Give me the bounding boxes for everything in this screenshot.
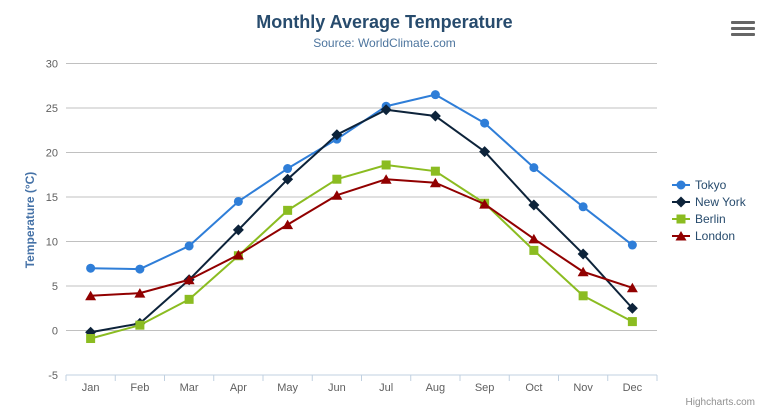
data-point-london[interactable]: [528, 233, 540, 244]
legend-symbol-diamond-icon: [672, 196, 690, 207]
data-point-new-york[interactable]: [380, 104, 392, 116]
data-point-berlin[interactable]: [184, 294, 194, 304]
legend-label: Berlin: [695, 211, 726, 226]
data-point-tokyo[interactable]: [430, 90, 440, 100]
data-point-tokyo[interactable]: [578, 202, 588, 212]
data-point-london[interactable]: [134, 288, 146, 298]
legend-item-tokyo[interactable]: Tokyo: [672, 176, 746, 193]
y-axis-tick-label: 20: [46, 148, 58, 160]
series-line-tokyo[interactable]: [89, 93, 634, 271]
legend-label: New York: [695, 194, 746, 209]
legend-marker-circle[interactable]: [676, 180, 686, 189]
data-point-london[interactable]: [429, 177, 441, 188]
data-point-berlin[interactable]: [578, 291, 588, 301]
data-point-tokyo[interactable]: [86, 263, 96, 273]
data-point-tokyo[interactable]: [480, 118, 490, 128]
legend-label: Tokyo: [695, 177, 727, 192]
legend-item-london[interactable]: London: [672, 227, 746, 244]
series-london: [85, 174, 638, 301]
legend-marker-diamond[interactable]: [675, 196, 687, 207]
legend-marker-triangle[interactable]: [675, 230, 687, 241]
data-point-new-york[interactable]: [429, 110, 441, 122]
data-point-berlin[interactable]: [86, 334, 96, 344]
data-point-berlin[interactable]: [381, 160, 391, 170]
hamburger-icon: [731, 33, 755, 36]
y-axis-tick-label: -5: [48, 370, 58, 382]
x-axis-tick-label: Jun: [328, 382, 346, 394]
x-axis-tick-label: Feb: [130, 382, 149, 394]
data-point-tokyo[interactable]: [233, 196, 243, 206]
data-point-new-york[interactable]: [479, 146, 491, 158]
legend: Tokyo New York Berlin London: [672, 176, 746, 244]
hamburger-icon: [731, 27, 755, 30]
x-axis-tick-label: Oct: [525, 382, 542, 394]
y-axis-tick-label: 25: [46, 103, 58, 115]
data-point-london[interactable]: [183, 274, 195, 285]
credits-link[interactable]: Highcharts.com: [685, 397, 755, 408]
data-point-london[interactable]: [232, 249, 244, 260]
data-point-london[interactable]: [479, 199, 491, 209]
y-axis-tick-label: 10: [46, 237, 58, 249]
data-point-tokyo[interactable]: [627, 240, 637, 250]
legend-marker-square[interactable]: [676, 214, 686, 223]
data-point-tokyo[interactable]: [283, 164, 293, 174]
data-point-berlin[interactable]: [283, 205, 293, 215]
y-axis-tick-label: 30: [46, 59, 58, 71]
legend-label: London: [695, 228, 736, 243]
data-point-berlin[interactable]: [332, 174, 342, 184]
data-point-new-york[interactable]: [282, 173, 294, 185]
chart-title: Monthly Average Temperature: [256, 12, 513, 32]
data-point-tokyo[interactable]: [529, 163, 539, 173]
data-point-new-york[interactable]: [528, 199, 540, 211]
series-line-new-york[interactable]: [89, 108, 634, 334]
data-point-berlin[interactable]: [627, 317, 637, 327]
data-point-tokyo[interactable]: [135, 264, 145, 274]
data-point-new-york[interactable]: [577, 248, 589, 260]
x-axis-tick-label: Mar: [180, 382, 199, 394]
data-point-berlin[interactable]: [430, 166, 440, 176]
series-new-york: [85, 104, 638, 338]
series-line-london[interactable]: [89, 178, 634, 297]
series-tokyo: [86, 90, 637, 274]
x-axis-tick-label: Jul: [379, 382, 393, 394]
data-point-berlin[interactable]: [529, 245, 539, 255]
data-point-new-york[interactable]: [232, 224, 244, 236]
series-line-berlin[interactable]: [89, 163, 634, 340]
legend-symbol-triangle-icon: [672, 230, 690, 241]
data-point-london[interactable]: [331, 190, 343, 200]
legend-item-berlin[interactable]: Berlin: [672, 210, 746, 227]
data-point-new-york[interactable]: [626, 302, 638, 314]
hamburger-icon: [731, 21, 755, 24]
data-point-new-york[interactable]: [331, 129, 343, 141]
legend-symbol-circle-icon: [672, 180, 690, 189]
x-axis-tick-label: Dec: [623, 382, 643, 394]
data-point-berlin[interactable]: [135, 320, 145, 330]
y-axis-tick-label: 15: [46, 192, 58, 204]
data-point-tokyo[interactable]: [184, 241, 194, 251]
data-point-london[interactable]: [626, 282, 638, 293]
data-point-london[interactable]: [577, 266, 589, 277]
x-axis-tick-label: Jan: [82, 382, 100, 394]
data-point-london[interactable]: [380, 174, 392, 184]
data-point-london[interactable]: [282, 219, 294, 230]
chart-subtitle: Source: WorldClimate.com: [313, 36, 456, 50]
x-axis-tick-label: May: [277, 382, 298, 394]
legend-symbol-square-icon: [672, 214, 690, 223]
x-axis-tick-label: Sep: [475, 382, 495, 394]
x-axis-tick-label: Aug: [426, 382, 446, 394]
legend-item-new-york[interactable]: New York: [672, 193, 746, 210]
y-axis-tick-label: 5: [52, 281, 58, 293]
export-menu-button[interactable]: [731, 21, 755, 37]
x-axis-tick-label: Apr: [230, 382, 247, 394]
y-axis-tick-label: 0: [52, 326, 58, 338]
x-axis-tick-label: Nov: [573, 382, 593, 394]
data-point-london[interactable]: [85, 290, 97, 301]
